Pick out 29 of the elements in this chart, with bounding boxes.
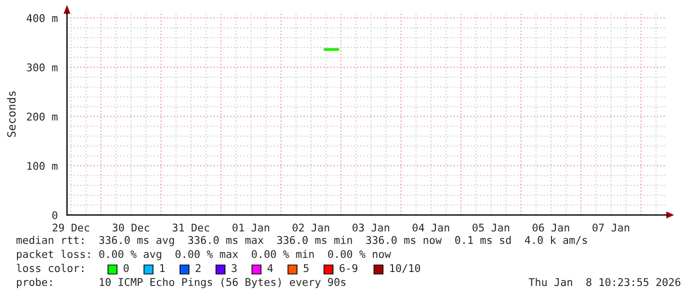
y-tick-label: 100 m <box>27 162 58 170</box>
x-tick-label: 07 Jan <box>592 224 630 232</box>
x-tick-label: 29 Dec <box>52 224 90 232</box>
text: 3 <box>232 264 237 272</box>
text: 4 <box>268 264 273 272</box>
x-tick-label: 30 Dec <box>112 224 150 232</box>
x-tick-label: 31 Dec <box>172 224 210 232</box>
y-axis-title: Seconds <box>6 91 16 137</box>
text: probe: 10 ICMP Echo Pings (56 Bytes) every 90s <box>16 278 346 288</box>
text: packet loss: 0.00 % avg 0.00 % max 0.00 % min 0.00 % now <box>16 250 391 260</box>
text: 5 <box>304 264 309 272</box>
y-tick-label: 0 <box>52 211 58 220</box>
y-tick-label: 200 m <box>26 112 58 121</box>
x-tick-label: 04 Jan <box>412 224 450 232</box>
text: 6-9 <box>340 264 358 272</box>
text: median rtt: 336.0 ms avg 336.0 ms max 336.0 ms min 336.0 ms now 0.1 ms sd 4.0 k am/s <box>16 236 587 246</box>
x-tick-label: 01 Jan <box>232 224 270 232</box>
x-tick-label: 03 Jan <box>352 224 390 232</box>
text: loss color: <box>16 264 84 272</box>
x-tick-label: 02 Jan <box>292 224 330 232</box>
y-tick-label: 400 m <box>26 14 58 22</box>
text: 0 <box>124 264 129 272</box>
text: 10/10 <box>390 264 420 273</box>
x-tick-label: 05 Jan <box>472 224 510 232</box>
y-tick-label: 300 m <box>26 63 58 72</box>
x-tick-label: 06 Jan <box>532 224 570 232</box>
text: Thu Jan 8 10:23:55 2026 <box>528 278 680 286</box>
text: 2 <box>196 264 200 272</box>
text: 1 <box>160 264 165 272</box>
